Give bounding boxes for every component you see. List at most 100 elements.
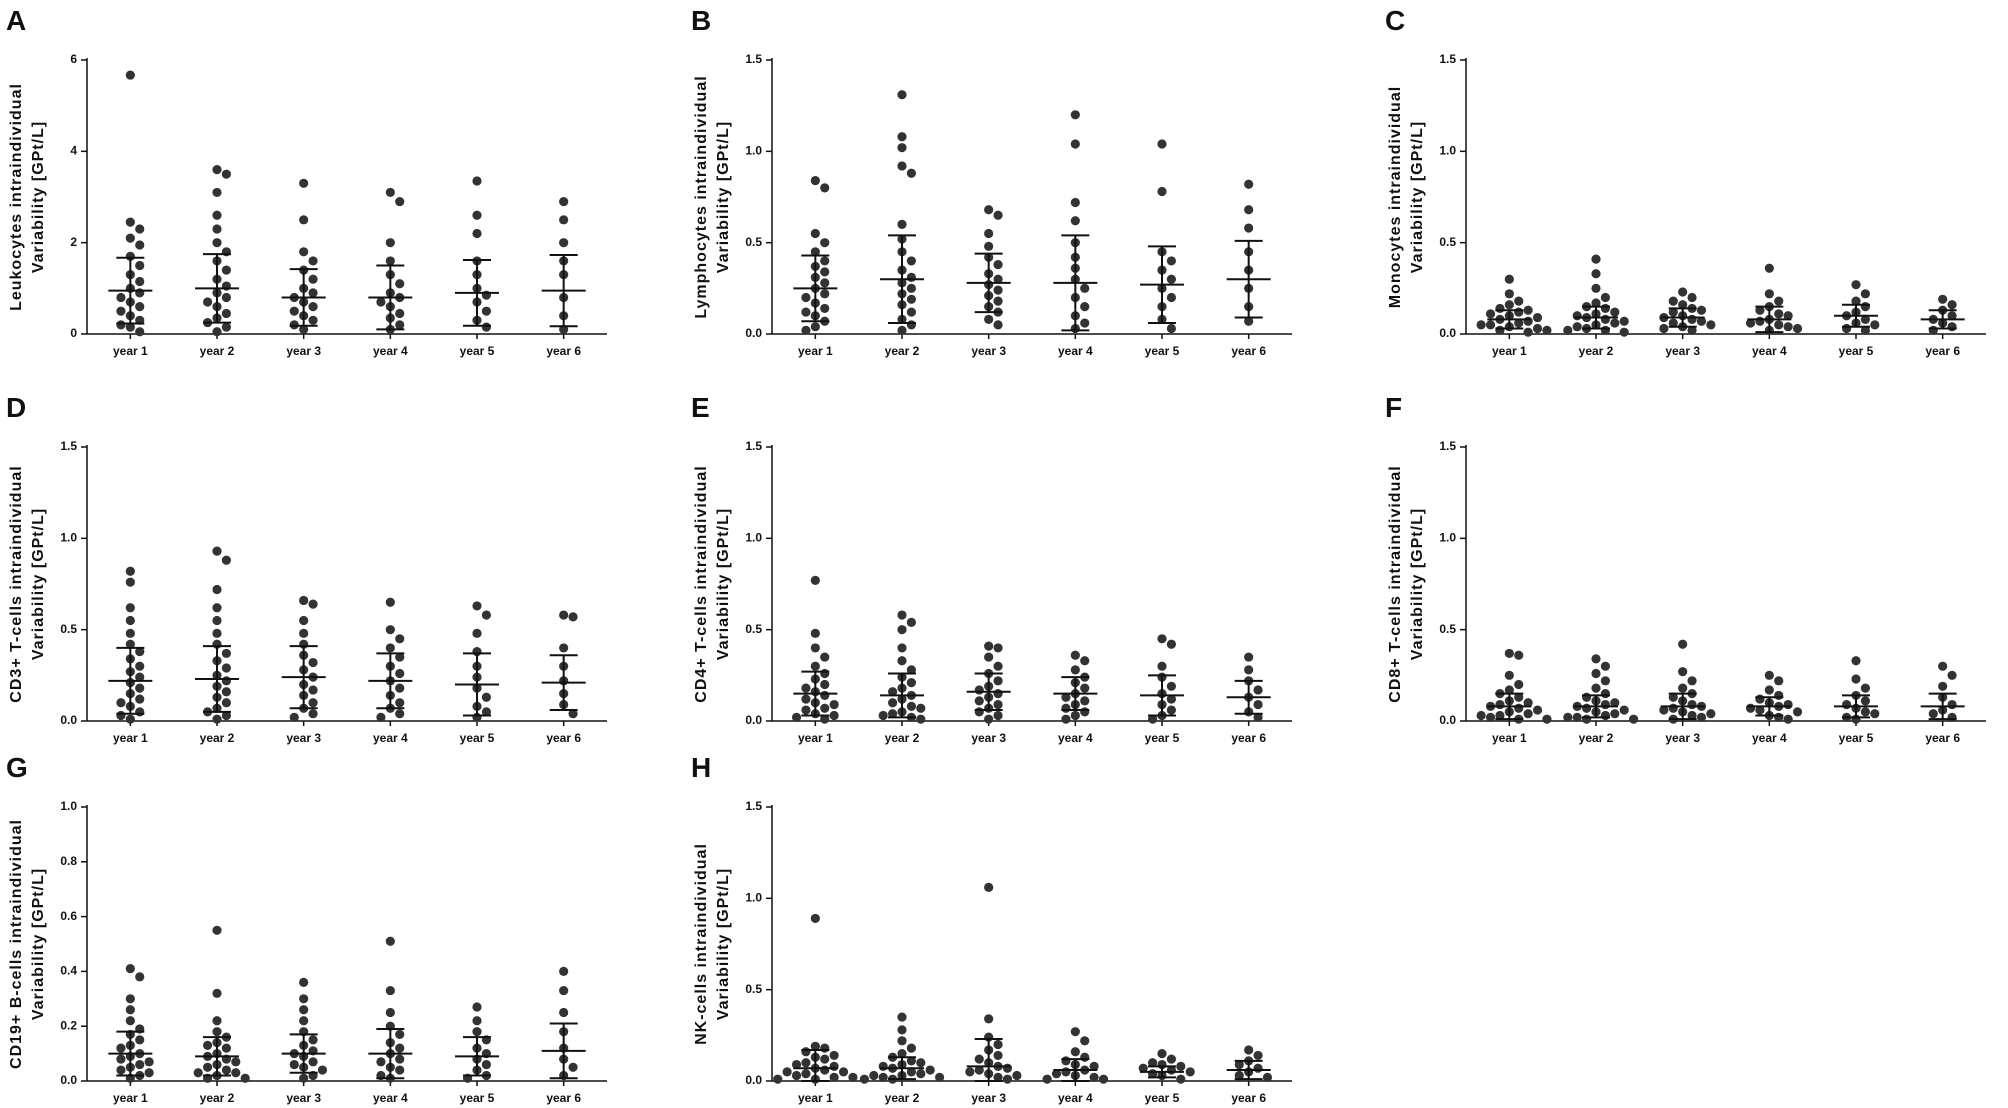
data-point	[559, 643, 569, 653]
data-point	[1070, 665, 1080, 675]
data-point	[125, 577, 135, 587]
data-point	[125, 566, 135, 576]
data-point	[897, 656, 907, 666]
data-point	[1253, 712, 1263, 722]
data-point	[829, 1061, 839, 1071]
data-point	[472, 1002, 482, 1012]
data-point	[395, 668, 405, 679]
data-point	[1244, 1045, 1254, 1055]
data-point	[1851, 674, 1861, 684]
y-axis-label: NK-cells intraindividual	[693, 843, 710, 1045]
data-point	[472, 628, 482, 638]
data-point	[299, 215, 309, 225]
data-point	[221, 169, 231, 179]
data-point	[974, 707, 984, 717]
data-point	[1572, 311, 1582, 321]
data-point	[1851, 296, 1861, 306]
data-point	[1176, 1061, 1186, 1071]
y-tick-label: 0.0	[745, 326, 762, 340]
data-point	[1600, 314, 1610, 324]
data-point	[221, 687, 231, 697]
data-point	[1514, 703, 1524, 713]
y-tick-label: 1.0	[745, 144, 762, 158]
data-point	[1504, 289, 1514, 299]
y-axis-label: Variability [GPt/L]	[30, 868, 47, 1020]
data-point	[810, 247, 820, 257]
data-point	[810, 913, 820, 924]
data-point	[974, 685, 984, 695]
data-point	[906, 1067, 917, 1077]
data-point	[897, 325, 907, 335]
data-point	[1080, 283, 1090, 293]
data-point	[212, 165, 222, 175]
data-point	[1157, 661, 1167, 671]
data-point	[299, 1016, 309, 1026]
data-point	[1504, 300, 1514, 310]
data-point	[1851, 280, 1861, 290]
data-point	[801, 292, 811, 303]
data-point	[125, 1016, 135, 1026]
data-point	[801, 1058, 811, 1068]
y-tick-label: 0.6	[60, 909, 77, 923]
data-point	[395, 634, 405, 644]
data-point	[984, 241, 994, 251]
x-tick-label: year 2	[200, 731, 235, 745]
data-point	[1600, 661, 1610, 671]
y-tick-label: 0.5	[1439, 235, 1456, 249]
data-point	[810, 322, 820, 332]
data-point	[568, 612, 578, 622]
data-point	[906, 1043, 917, 1053]
data-point	[829, 699, 839, 710]
data-point	[212, 1016, 222, 1026]
data-point	[906, 665, 917, 675]
data-point	[1706, 709, 1716, 719]
data-point	[203, 1040, 213, 1050]
y-tick-label: 1.5	[1439, 52, 1456, 66]
data-point	[1774, 690, 1784, 701]
data-point	[1070, 1027, 1080, 1037]
data-point	[1542, 325, 1552, 335]
data-point	[916, 703, 926, 713]
data-point	[906, 294, 917, 304]
data-point	[1244, 665, 1254, 675]
data-point	[1600, 676, 1610, 686]
panel: C Monocytes intraindividual Variability [G…	[1385, 5, 1986, 358]
data-point	[568, 1062, 578, 1072]
data-point	[376, 1057, 386, 1067]
x-tick-label: year 4	[1058, 344, 1093, 358]
data-point	[308, 698, 318, 708]
data-point	[1668, 296, 1678, 306]
data-point	[1185, 1067, 1195, 1077]
data-point	[1262, 1072, 1273, 1082]
data-point	[116, 710, 126, 721]
y-axis-label: CD3+ T-cells intraindividual	[8, 465, 25, 702]
data-point	[801, 307, 811, 317]
data-point	[135, 707, 145, 717]
data-point	[144, 1068, 154, 1078]
data-point	[829, 710, 839, 721]
data-point	[820, 1065, 830, 1075]
data-point	[993, 643, 1003, 653]
data-point	[993, 274, 1003, 284]
data-point	[308, 599, 318, 609]
x-tick-label: year 4	[373, 344, 408, 358]
data-point	[289, 306, 299, 316]
data-point	[820, 183, 830, 193]
data-point	[906, 272, 917, 282]
x-tick-label: year 2	[885, 344, 920, 358]
data-point	[395, 683, 405, 693]
data-point	[1619, 705, 1629, 715]
data-point	[1157, 186, 1167, 197]
data-point	[1485, 309, 1496, 319]
data-point	[1253, 699, 1263, 710]
data-point	[1860, 302, 1870, 312]
data-point	[1792, 323, 1803, 334]
data-point	[1476, 710, 1486, 721]
data-point	[993, 676, 1003, 686]
data-point	[810, 175, 820, 186]
x-tick-label: year 5	[460, 344, 495, 358]
data-point	[144, 1057, 154, 1067]
data-point	[984, 228, 994, 239]
x-tick-label: year 5	[1145, 1091, 1180, 1105]
data-point	[1166, 705, 1176, 715]
